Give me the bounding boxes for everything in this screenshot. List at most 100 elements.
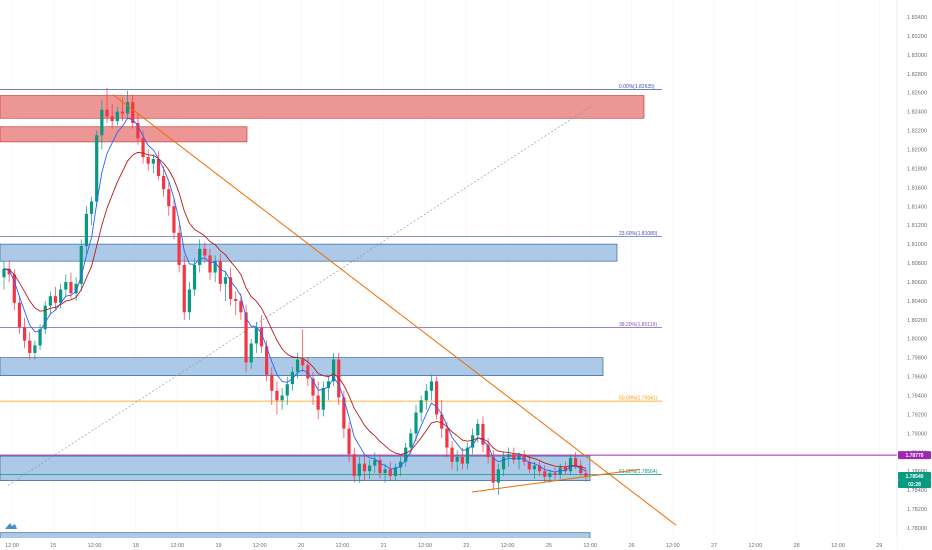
time-tick-label: 26 <box>628 543 634 549</box>
price-tick-label: 1.83200 <box>907 34 927 40</box>
candle-body <box>187 289 191 313</box>
fib-level-label: 50.00%(1.79341) <box>619 396 658 402</box>
time-tick-label: 22 <box>463 543 469 549</box>
time-tick-label: 12:00 <box>5 543 19 549</box>
candle-body <box>352 454 356 476</box>
price-tick-label: 1.81600 <box>907 185 927 191</box>
candle-body <box>69 281 73 294</box>
fib-level-label: 0.00%(1.82635) <box>619 84 655 90</box>
price-tick-label: 1.81400 <box>907 204 927 210</box>
candle-body <box>126 102 130 114</box>
candle-body <box>131 102 135 123</box>
candle-body <box>167 189 171 207</box>
candle-body <box>23 327 27 341</box>
candle-body <box>579 465 583 474</box>
candle-body <box>198 248 202 265</box>
price-scale[interactable] <box>897 0 932 550</box>
candle-body <box>12 274 16 303</box>
candle-body <box>218 261 222 284</box>
ema-fast-line <box>3 117 587 473</box>
candle-body <box>136 122 140 139</box>
candle-body <box>440 414 444 429</box>
price-tick-label: 1.80600 <box>907 280 927 286</box>
price-tick-label: 1.80800 <box>907 261 927 267</box>
candle-body <box>280 395 284 401</box>
time-scale[interactable] <box>0 538 897 550</box>
fib-level-label: 38.20%(1.80119) <box>619 322 657 328</box>
candle-body <box>357 463 361 476</box>
candle-body <box>244 312 248 363</box>
ema-slow-line <box>3 151 587 469</box>
candle-body <box>332 359 336 382</box>
time-tick-label: 12:00 <box>88 543 102 549</box>
candle-body <box>548 473 552 477</box>
candle-body <box>177 232 181 265</box>
candle-body <box>79 246 83 284</box>
candle-body <box>574 457 578 466</box>
candle-body <box>151 158 155 164</box>
moving-averages <box>3 117 587 473</box>
candle-body <box>38 329 42 346</box>
candle-body <box>259 327 264 347</box>
time-tick-label: 12:00 <box>583 543 597 549</box>
candle-body <box>424 390 428 401</box>
time-tick-label: 12:00 <box>170 543 184 549</box>
candle-body <box>290 371 294 385</box>
time-tick-label: 19 <box>215 543 221 549</box>
candle-body <box>527 461 531 470</box>
candle-body <box>48 296 52 306</box>
candle-body <box>393 467 397 476</box>
fib-retracement: 0.00%(1.82635) 23.60%(1.81080) 38.20%(1.80… <box>0 84 662 486</box>
candle-body <box>558 467 562 476</box>
candle-body <box>223 277 228 284</box>
candle-body <box>229 277 233 299</box>
candle-body <box>326 381 331 388</box>
candle-body <box>213 261 217 273</box>
price-tick-label: 1.81000 <box>907 242 927 248</box>
price-badges: 1.78770 1.78540 02:28 <box>898 451 931 488</box>
price-tick-label: 1.80200 <box>907 318 927 324</box>
candle-body <box>563 467 567 472</box>
candle-body <box>254 327 258 344</box>
candle-body <box>496 469 500 483</box>
candle-body <box>156 158 161 176</box>
candle-body <box>306 365 310 379</box>
price-tick-label: 1.80400 <box>907 299 927 305</box>
candle-body <box>84 213 88 247</box>
candle-body <box>404 447 408 462</box>
candle-body <box>368 465 372 472</box>
price-badge-label: 1.78540 <box>905 474 923 480</box>
candle-body <box>429 381 434 391</box>
candle-body <box>239 300 243 313</box>
candle-body <box>53 296 58 303</box>
fib-level-label: 23.60%(1.81080) <box>619 231 658 237</box>
candle-body <box>337 359 341 398</box>
price-badge <box>898 479 931 488</box>
time-scale-ticks: 12:00 15 12:00 18 12:00 19 12:00 20 12:00 21 12:00… <box>5 543 882 549</box>
candle-body <box>398 461 403 468</box>
candle-body <box>419 400 423 413</box>
fib-level-label: 61.80%(1.78564) <box>619 469 658 475</box>
candle-body <box>362 463 367 472</box>
price-badge-label: 02:28 <box>908 482 921 488</box>
price-tick-label: 1.83000 <box>907 53 927 59</box>
price-tick-label: 1.81200 <box>907 223 927 229</box>
candle-body <box>265 346 269 375</box>
candle-body <box>383 469 387 474</box>
candle-body <box>141 138 145 158</box>
candle-body <box>64 281 68 290</box>
price-tick-label: 1.82000 <box>907 147 927 153</box>
price-tick-label: 1.78000 <box>907 526 927 532</box>
time-tick-label: 12:00 <box>501 543 515 549</box>
support-zone <box>0 455 591 481</box>
descending-trendline <box>112 94 677 526</box>
price-tick-label: 1.80000 <box>907 337 927 343</box>
time-tick-label: 12:00 <box>749 543 763 549</box>
candle-body <box>435 381 439 415</box>
time-tick-label: 12:00 <box>253 543 267 549</box>
candle-body <box>172 206 176 233</box>
price-tick-label: 1.78200 <box>907 507 927 513</box>
price-tick-label: 1.78400 <box>907 488 927 494</box>
candle-body <box>512 454 516 460</box>
